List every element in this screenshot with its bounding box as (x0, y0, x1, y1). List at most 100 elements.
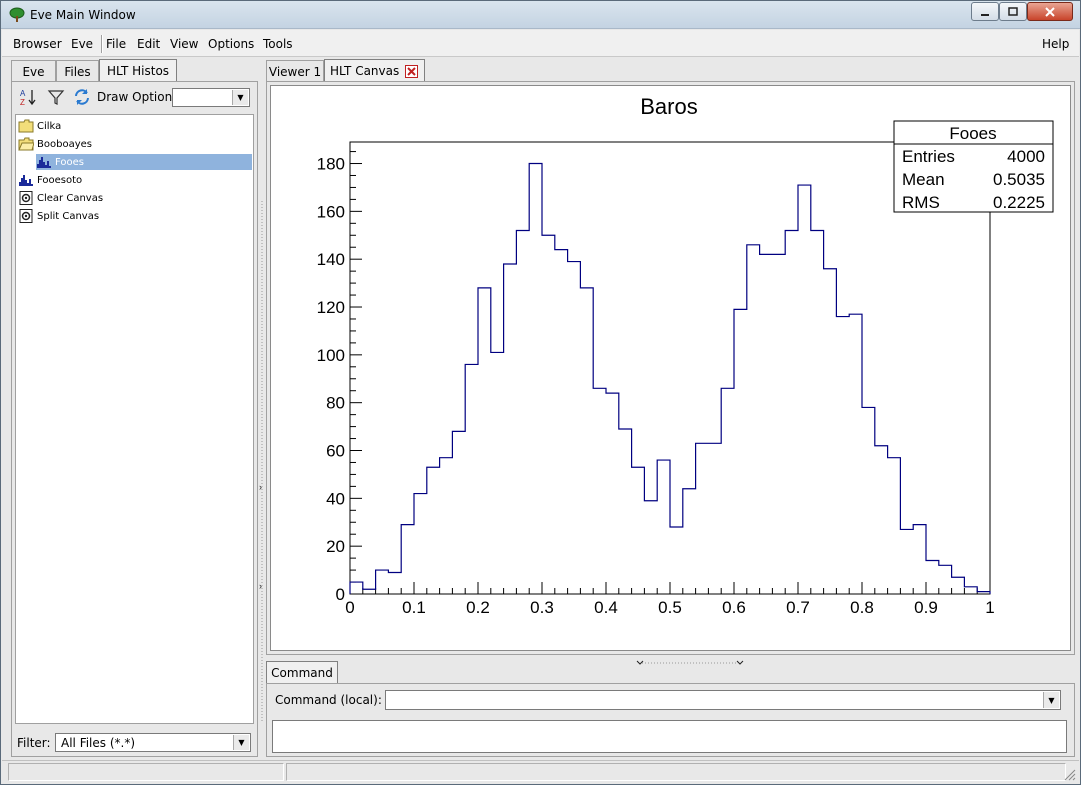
stats-box: Fooes Entries 4000 Mean 0.5035 RMS 0.222… (893, 120, 1054, 213)
menu-file[interactable]: File (106, 37, 127, 51)
tree-item-cilka[interactable]: Cilka (18, 118, 61, 134)
close-button[interactable] (1027, 2, 1073, 21)
histogram-bin (836, 317, 849, 594)
tree-item-fooes[interactable]: Fooes (36, 154, 252, 170)
maximize-icon (1008, 6, 1018, 16)
menu-tools[interactable]: Tools (263, 37, 293, 51)
y-tick-label: 180 (317, 155, 345, 174)
draw-option-combo[interactable]: ▼ (172, 88, 250, 107)
histogram-bin (529, 164, 542, 594)
x-tick-label: 0.1 (402, 598, 426, 617)
chevron-down-icon[interactable]: ▼ (1043, 692, 1059, 708)
histogram-bin (939, 565, 952, 594)
chevron-down-icon[interactable]: ▼ (233, 735, 249, 750)
macro-icon (19, 209, 33, 223)
histogram-bin (465, 364, 478, 594)
macro-icon (19, 191, 33, 205)
histogram-bin (593, 388, 606, 594)
command-input[interactable]: ▼ (385, 690, 1061, 710)
tab-hlt-canvas-label: HLT Canvas (330, 64, 400, 78)
refresh-icon[interactable] (72, 87, 92, 107)
y-tick-label: 160 (317, 202, 345, 221)
tab-command[interactable]: Command (266, 661, 338, 684)
y-tick-label: 120 (317, 298, 345, 317)
resize-grip-icon[interactable] (1064, 769, 1076, 781)
hlt-canvas[interactable]: Baros 0 20 40 60 80 100 120 140 160 180 0 0.1 0.2 0.… (270, 85, 1071, 651)
histogram-bin (798, 185, 811, 594)
tab-eve[interactable]: Eve (11, 60, 56, 82)
histogram-bin (670, 527, 683, 594)
filter-label: Filter: (17, 736, 51, 750)
maximize-button[interactable] (999, 2, 1027, 21)
tree-item-fooesoto[interactable]: Fooesoto (18, 172, 82, 188)
horizontal-splitter[interactable] (266, 655, 1075, 665)
y-tick-label: 40 (326, 489, 345, 508)
menu-edit[interactable]: Edit (137, 37, 161, 51)
histogram-bin (555, 250, 568, 594)
histogram-bin (849, 314, 862, 594)
histogram-bin (619, 429, 632, 594)
x-tick-label: 0.7 (786, 598, 810, 617)
histogram-bin (888, 458, 901, 594)
x-tick-label: 0.4 (594, 598, 618, 617)
histogram-bin (452, 431, 465, 594)
x-tick-label: 0.5 (658, 598, 682, 617)
histogram-bin (708, 443, 721, 594)
histogram-series (349, 162, 991, 594)
stats-label-mean: Mean (902, 170, 945, 189)
tab-files[interactable]: Files (56, 60, 99, 82)
tree-item-label: Split Canvas (37, 210, 100, 222)
filter-icon[interactable] (46, 87, 66, 107)
histogram-bin (824, 269, 837, 594)
close-tab-icon[interactable] (405, 64, 419, 78)
histogram-icon (19, 175, 33, 186)
histogram-bin (606, 393, 619, 594)
chevron-down-icon[interactable]: ▼ (232, 90, 248, 105)
histogram-bin (952, 577, 965, 594)
menu-help[interactable]: Help (1042, 37, 1070, 51)
y-tick-label: 20 (326, 537, 345, 556)
histogram-bin (516, 230, 529, 594)
tab-viewer-1[interactable]: Viewer 1 (266, 60, 324, 82)
histogram-outline (349, 162, 991, 594)
minimize-icon (981, 13, 989, 16)
folder-open-icon (18, 137, 34, 151)
histogram-icon (37, 157, 51, 168)
tree-item-booboayes[interactable]: Booboayes (18, 136, 92, 152)
svg-text:›: › (259, 581, 262, 591)
command-label: Command (local): (275, 693, 382, 707)
menu-browser[interactable]: Browser (13, 37, 62, 51)
menu-options[interactable]: Options (208, 37, 255, 51)
histogram-bin (388, 572, 401, 594)
histogram-bin (478, 288, 491, 594)
svg-text:Z: Z (20, 98, 25, 107)
browser-toolbar: A Z Draw Option: ▼ (12, 82, 257, 112)
filter-combo[interactable]: All Files (*.*) ▼ (55, 733, 251, 752)
histo-tree: Cilka Booboayes Fooes (15, 114, 254, 724)
menu-separator (101, 35, 103, 53)
vertical-splitter[interactable]: › › (259, 81, 265, 757)
title-bar[interactable]: Eve Main Window (1, 1, 1080, 29)
tree-icon (9, 7, 25, 22)
stats-name: Fooes (949, 124, 996, 143)
x-tick-label: 0.8 (850, 598, 874, 617)
tab-hlt-canvas[interactable]: HLT Canvas (324, 59, 425, 82)
histogram-bin (542, 235, 555, 594)
tree-item-label: Fooesoto (37, 174, 83, 186)
x-tick-label: 0 (345, 598, 354, 617)
tree-item-label: Booboayes (37, 138, 92, 150)
menu-view[interactable]: View (170, 37, 199, 51)
command-panel: Command (local): ▼ (266, 683, 1075, 757)
filter-value: All Files (*.*) (61, 736, 136, 750)
menu-eve[interactable]: Eve (71, 37, 94, 51)
canvas-frame: Baros 0 20 40 60 80 100 120 140 160 180 0 0.1 0.2 0.… (266, 81, 1075, 655)
histogram-bin (363, 589, 376, 594)
tree-item-clear-canvas[interactable]: Clear Canvas (18, 190, 103, 206)
tree-item-split-canvas[interactable]: Split Canvas (18, 208, 99, 224)
sort-az-icon[interactable]: A Z (18, 87, 38, 107)
minimize-button[interactable] (971, 2, 999, 21)
tab-hlt-histos[interactable]: HLT Histos (99, 59, 177, 82)
histogram-bin (440, 458, 453, 594)
histogram-bin (734, 309, 747, 594)
